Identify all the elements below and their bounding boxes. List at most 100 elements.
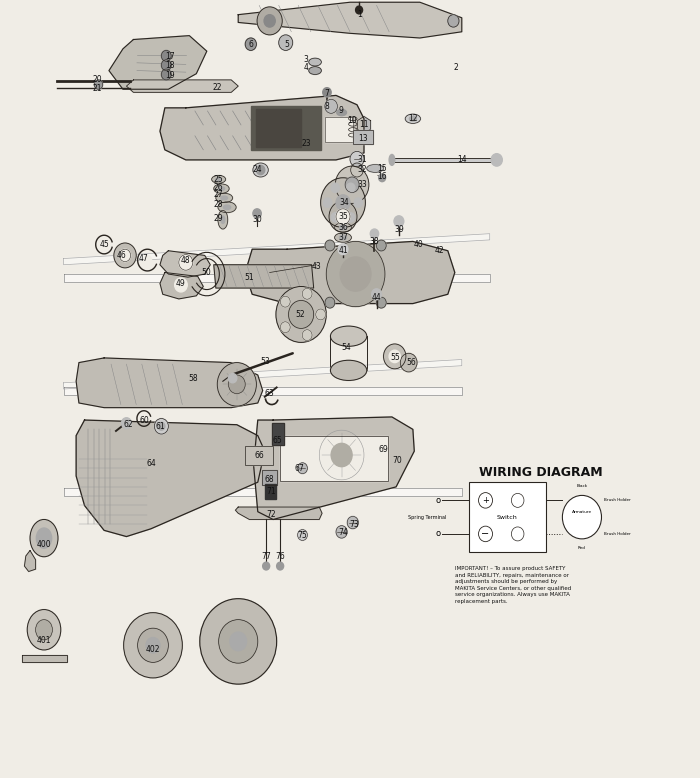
Circle shape: [264, 15, 275, 27]
Text: 15: 15: [377, 164, 387, 173]
Circle shape: [345, 177, 359, 192]
Bar: [245, 447, 273, 465]
Circle shape: [340, 257, 371, 291]
Text: 402: 402: [146, 645, 160, 654]
Circle shape: [253, 209, 261, 218]
Circle shape: [257, 7, 282, 35]
Text: 55: 55: [391, 353, 400, 363]
Text: 49: 49: [176, 279, 186, 288]
Ellipse shape: [330, 326, 367, 346]
Text: 39: 39: [394, 225, 404, 233]
Circle shape: [288, 300, 314, 328]
Text: 67: 67: [294, 464, 304, 473]
Circle shape: [199, 599, 276, 684]
Text: 26: 26: [214, 183, 223, 191]
Ellipse shape: [335, 233, 351, 242]
Text: Armature: Armature: [572, 510, 592, 514]
Circle shape: [122, 418, 132, 429]
Ellipse shape: [218, 210, 228, 229]
Text: 21: 21: [92, 84, 102, 93]
Text: Switch: Switch: [497, 514, 517, 520]
Polygon shape: [64, 274, 490, 282]
Circle shape: [336, 194, 350, 210]
Circle shape: [394, 216, 404, 226]
Polygon shape: [253, 417, 414, 520]
Circle shape: [155, 419, 169, 434]
Circle shape: [279, 35, 293, 51]
Text: 60: 60: [139, 415, 149, 425]
Circle shape: [124, 612, 182, 678]
Circle shape: [217, 363, 256, 406]
Circle shape: [178, 254, 192, 270]
Circle shape: [331, 443, 352, 467]
Circle shape: [326, 241, 385, 307]
Text: 36: 36: [338, 223, 348, 232]
Text: 69: 69: [379, 445, 389, 454]
Text: 47: 47: [139, 254, 148, 263]
Ellipse shape: [410, 117, 416, 121]
Circle shape: [336, 209, 350, 224]
Ellipse shape: [214, 184, 229, 193]
Text: Black: Black: [576, 484, 587, 488]
Text: 45: 45: [99, 240, 109, 249]
Ellipse shape: [27, 609, 61, 650]
Text: 27: 27: [214, 191, 223, 199]
Text: 76: 76: [275, 552, 285, 561]
Circle shape: [347, 517, 358, 529]
Circle shape: [384, 344, 406, 369]
Text: 43: 43: [312, 261, 321, 271]
Circle shape: [325, 297, 335, 308]
Text: 63: 63: [265, 389, 274, 398]
Text: 64: 64: [146, 459, 156, 468]
Text: 42: 42: [435, 247, 444, 255]
Text: 50: 50: [201, 268, 211, 277]
Text: WIRING DIAGRAM: WIRING DIAGRAM: [479, 465, 603, 478]
Circle shape: [276, 286, 326, 342]
Polygon shape: [160, 272, 203, 299]
Ellipse shape: [30, 520, 58, 557]
Circle shape: [114, 243, 136, 268]
Text: 46: 46: [117, 251, 127, 260]
Circle shape: [448, 15, 459, 27]
Circle shape: [316, 309, 326, 320]
Circle shape: [230, 632, 246, 650]
Circle shape: [138, 628, 169, 662]
Text: 56: 56: [407, 358, 416, 367]
Text: IMPORTANT! – To assure product SAFETY
and RELIABILITY, repairs, maintenance or
a: IMPORTANT! – To assure product SAFETY an…: [455, 566, 571, 604]
Text: 53: 53: [260, 356, 270, 366]
Ellipse shape: [337, 110, 346, 116]
Text: 75: 75: [298, 531, 307, 539]
Circle shape: [331, 212, 340, 222]
Text: 22: 22: [213, 83, 222, 92]
Polygon shape: [235, 507, 322, 520]
Text: 9: 9: [339, 107, 344, 115]
Circle shape: [346, 212, 355, 222]
Polygon shape: [64, 387, 462, 395]
Bar: [256, 110, 301, 147]
Bar: [325, 117, 353, 142]
Ellipse shape: [405, 114, 421, 124]
Text: 65: 65: [272, 436, 282, 445]
Text: 1: 1: [357, 10, 361, 19]
Text: 3: 3: [304, 55, 309, 65]
Text: 2: 2: [453, 63, 458, 72]
Polygon shape: [64, 359, 462, 389]
Circle shape: [298, 530, 307, 541]
Text: 4: 4: [304, 63, 309, 72]
Circle shape: [162, 69, 172, 80]
Circle shape: [228, 373, 237, 383]
Text: o: o: [435, 496, 441, 505]
Polygon shape: [214, 265, 314, 288]
Ellipse shape: [211, 175, 225, 183]
Text: Brush Holder: Brush Holder: [604, 498, 631, 502]
Circle shape: [331, 183, 340, 192]
Text: 23: 23: [301, 139, 311, 148]
Circle shape: [562, 496, 601, 539]
Polygon shape: [160, 251, 210, 277]
Text: 25: 25: [214, 175, 223, 184]
Bar: [354, 130, 373, 144]
Text: 34: 34: [340, 198, 349, 207]
Circle shape: [256, 166, 265, 174]
Circle shape: [400, 353, 417, 372]
Ellipse shape: [491, 154, 503, 166]
